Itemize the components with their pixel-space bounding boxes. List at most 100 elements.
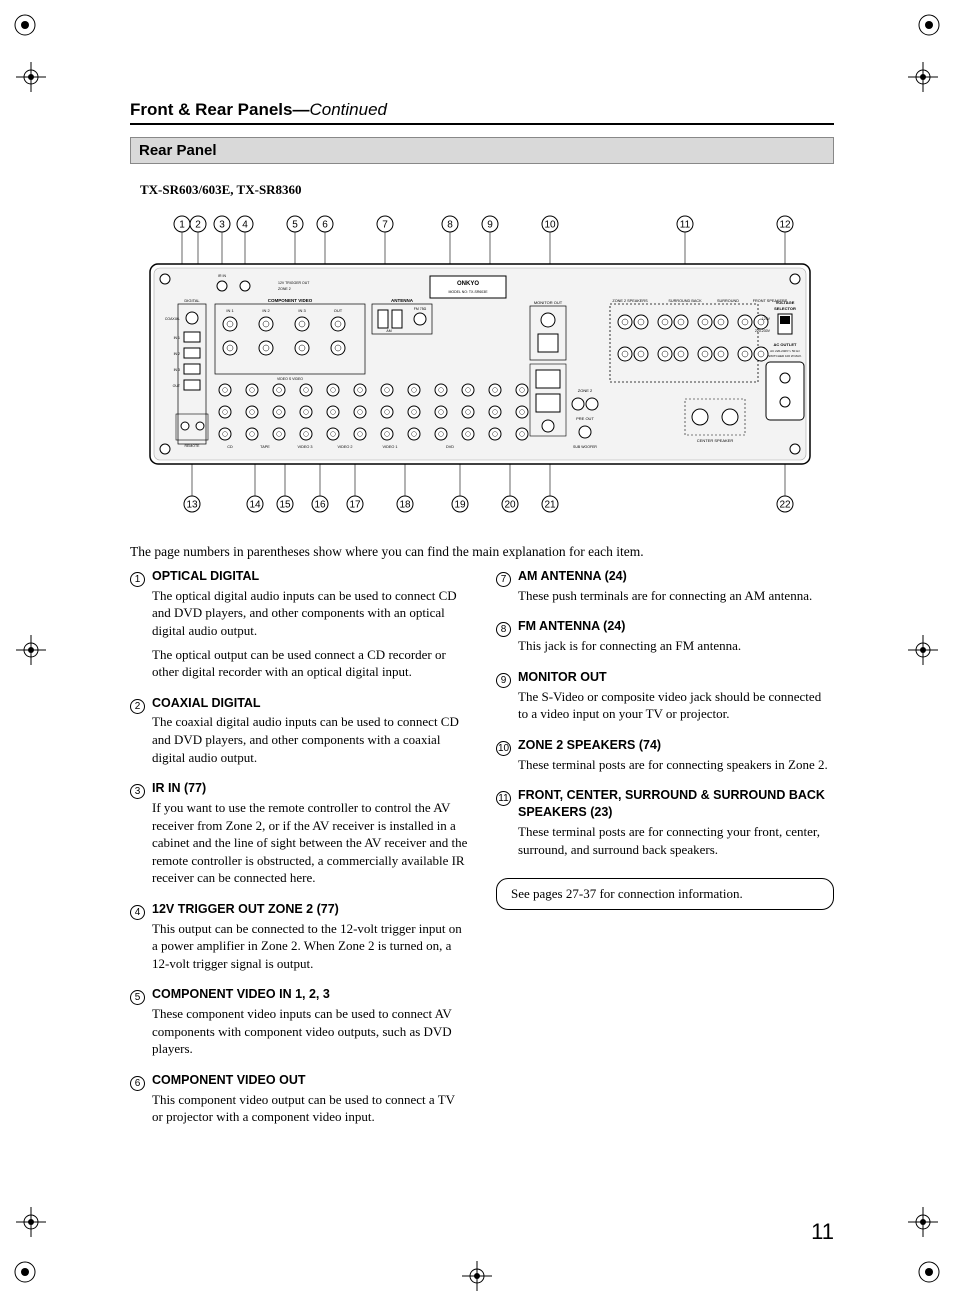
svg-text:VIDEO S VIDEO: VIDEO S VIDEO xyxy=(277,377,303,381)
svg-text:VIDEO 2: VIDEO 2 xyxy=(338,445,353,449)
svg-text:AC 220-240V～ 50 Hz: AC 220-240V～ 50 Hz xyxy=(770,349,800,353)
crosshair-icon xyxy=(16,635,46,665)
svg-text:120V: 120V xyxy=(762,317,771,321)
item-heading: COMPONENT VIDEO IN 1, 2, 3 xyxy=(152,986,468,1003)
reg-mark-icon xyxy=(10,1257,40,1287)
svg-text:17: 17 xyxy=(349,500,361,511)
item-paragraph: These component video inputs can be used… xyxy=(152,1005,468,1058)
page-number: 11 xyxy=(811,1219,834,1245)
item-paragraph: These push terminals are for connecting … xyxy=(518,587,834,605)
item-body: 12V TRIGGER OUT ZONE 2 (77)This output c… xyxy=(152,901,468,979)
svg-text:4: 4 xyxy=(242,220,248,231)
svg-text:ZONE 2 SPEAKERS: ZONE 2 SPEAKERS xyxy=(612,299,648,303)
svg-text:12: 12 xyxy=(779,220,791,231)
title-sep: — xyxy=(293,100,310,119)
svg-text:10: 10 xyxy=(544,220,556,231)
svg-text:IN 3: IN 3 xyxy=(298,308,306,313)
item-paragraph: If you want to use the remote controller… xyxy=(152,799,468,887)
right-column: 7AM ANTENNA (24) These push terminals are… xyxy=(496,568,834,1140)
svg-text:VOLTAGE: VOLTAGE xyxy=(776,300,795,305)
crosshair-icon xyxy=(16,62,46,92)
item-body: AM ANTENNA (24) These push terminals are … xyxy=(518,568,834,610)
item-number-badge: 8 xyxy=(496,618,518,660)
item-heading: COAXIAL DIGITAL xyxy=(152,695,468,712)
reg-mark-icon xyxy=(10,10,40,40)
svg-text:IN 1: IN 1 xyxy=(174,336,180,340)
svg-text:DVD: DVD xyxy=(446,445,454,449)
svg-text:ZONE 2: ZONE 2 xyxy=(278,287,291,291)
svg-text:MONITOR OUT: MONITOR OUT xyxy=(534,300,563,305)
item-body: COMPONENT VIDEO OUTThis component video … xyxy=(152,1072,468,1132)
item-paragraph: This output can be connected to the 12-v… xyxy=(152,920,468,973)
crosshair-icon xyxy=(16,1207,46,1237)
connection-note: See pages 27-37 for connection informati… xyxy=(496,878,834,910)
description-item: 8FM ANTENNA (24) This jack is for connect… xyxy=(496,618,834,660)
item-number-badge: 10 xyxy=(496,737,518,779)
item-heading: MONITOR OUT xyxy=(518,669,834,686)
svg-text:DIGITAL: DIGITAL xyxy=(184,298,200,303)
svg-text:1: 1 xyxy=(179,220,185,231)
item-body: MONITOR OUTThe S-Video or composite vide… xyxy=(518,669,834,729)
description-item: 2COAXIAL DIGITALThe coaxial digital audi… xyxy=(130,695,468,773)
description-item: 6COMPONENT VIDEO OUTThis component video… xyxy=(130,1072,468,1132)
intro-text: The page numbers in parentheses show whe… xyxy=(130,544,834,560)
svg-text:SELECTOR: SELECTOR xyxy=(774,306,796,311)
svg-text:AM: AM xyxy=(386,329,391,333)
item-paragraph: These terminal posts are for connecting … xyxy=(518,756,834,774)
svg-text:CENTER SPEAKER: CENTER SPEAKER xyxy=(697,438,734,443)
item-body: OPTICAL DIGITALThe optical digital audio… xyxy=(152,568,468,687)
svg-text:7: 7 xyxy=(382,220,388,231)
svg-text:11: 11 xyxy=(680,220,691,231)
svg-text:8: 8 xyxy=(447,220,453,231)
svg-text:5: 5 xyxy=(292,220,298,231)
model-no-label: MODEL NO: TX-SR603E xyxy=(448,290,488,294)
item-number-badge: 3 xyxy=(130,780,152,893)
svg-text:ANTENNA: ANTENNA xyxy=(391,298,414,303)
reg-mark-icon xyxy=(914,10,944,40)
item-body: IR IN (77)If you want to use the remote … xyxy=(152,780,468,893)
svg-text:16: 16 xyxy=(314,500,326,511)
item-heading: FM ANTENNA (24) xyxy=(518,618,834,635)
item-body: FM ANTENNA (24) This jack is for connecti… xyxy=(518,618,834,660)
model-line: TX-SR603/603E, TX-SR8360 xyxy=(140,182,834,198)
crosshair-icon xyxy=(908,62,938,92)
description-columns: 1OPTICAL DIGITALThe optical digital audi… xyxy=(130,568,834,1140)
svg-text:3: 3 xyxy=(219,220,225,231)
rear-panel-diagram: 123456789101112 ONKYO MODEL NO: TX-SR603… xyxy=(130,204,834,524)
item-paragraph: The coaxial digital audio inputs can be … xyxy=(152,713,468,766)
item-heading: ZONE 2 SPEAKERS (74) xyxy=(518,737,834,754)
crosshair-icon xyxy=(908,1207,938,1237)
item-paragraph: This jack is for connecting an FM antenn… xyxy=(518,637,834,655)
svg-text:OUT: OUT xyxy=(334,308,343,313)
item-heading: AM ANTENNA (24) xyxy=(518,568,834,585)
item-body: ZONE 2 SPEAKERS (74) These terminal posts… xyxy=(518,737,834,779)
svg-text:TAPE: TAPE xyxy=(260,445,270,449)
item-number-badge: 4 xyxy=(130,901,152,979)
svg-text:22: 22 xyxy=(779,500,791,511)
svg-text:COAXIAL: COAXIAL xyxy=(165,317,180,321)
reg-mark-icon xyxy=(914,1257,944,1287)
section-title: Front & Rear Panels—Continued xyxy=(130,100,834,125)
item-number-badge: 6 xyxy=(130,1072,152,1132)
description-item: 5COMPONENT VIDEO IN 1, 2, 3 These compone… xyxy=(130,986,468,1064)
item-heading: COMPONENT VIDEO OUT xyxy=(152,1072,468,1089)
item-heading: FRONT, CENTER, SURROUND & SURROUND BACK … xyxy=(518,787,834,821)
svg-text:IN 2: IN 2 xyxy=(262,308,270,313)
svg-text:2: 2 xyxy=(195,220,201,231)
item-number-badge: 7 xyxy=(496,568,518,610)
description-item: 3IR IN (77)If you want to use the remote… xyxy=(130,780,468,893)
svg-text:220-230V: 220-230V xyxy=(755,329,771,333)
svg-text:19: 19 xyxy=(454,500,466,511)
item-body: COMPONENT VIDEO IN 1, 2, 3 These componen… xyxy=(152,986,468,1064)
svg-text:ZONE 2: ZONE 2 xyxy=(578,388,593,393)
svg-text:IR IN: IR IN xyxy=(218,274,226,278)
svg-text:14: 14 xyxy=(249,500,261,511)
left-column: 1OPTICAL DIGITALThe optical digital audi… xyxy=(130,568,468,1140)
item-body: FRONT, CENTER, SURROUND & SURROUND BACK … xyxy=(518,787,834,864)
svg-text:13: 13 xyxy=(186,500,198,511)
svg-text:IN 1: IN 1 xyxy=(226,308,234,313)
svg-text:21: 21 xyxy=(544,500,556,511)
svg-text:9: 9 xyxy=(487,220,493,231)
svg-text:SURROUND: SURROUND xyxy=(717,299,739,303)
item-number-badge: 5 xyxy=(130,986,152,1064)
